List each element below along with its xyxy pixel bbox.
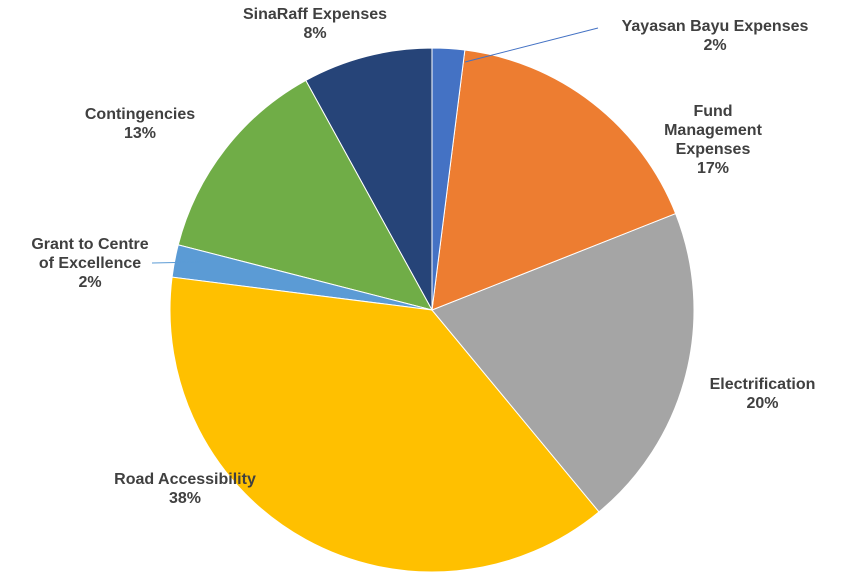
value-label: 38% bbox=[168, 490, 202, 507]
value-label: 20% bbox=[746, 395, 779, 412]
slice-label: Contingencies 13% bbox=[50, 105, 230, 143]
pie-slice bbox=[169, 276, 600, 573]
category-label: Electrification bbox=[709, 376, 816, 393]
leader-line bbox=[464, 27, 599, 63]
slice-label: Fund Management Expenses 17% bbox=[648, 102, 778, 178]
category-label: Fund Management Expenses bbox=[664, 103, 762, 158]
slice-label: Grant to Centre of Excellence 2% bbox=[30, 235, 150, 292]
pie-slice bbox=[177, 79, 433, 311]
category-label: Grant to Centre of Excellence bbox=[31, 236, 149, 272]
value-label: 13% bbox=[123, 125, 157, 142]
category-label: Contingencies bbox=[84, 106, 196, 123]
value-label: 17% bbox=[696, 160, 730, 177]
leader-line bbox=[151, 261, 201, 264]
pie-slice bbox=[305, 47, 433, 311]
category-label: SinaRaff Expenses bbox=[242, 6, 388, 23]
slice-label: Road Accessibility 38% bbox=[110, 470, 260, 508]
value-label: 2% bbox=[78, 274, 102, 291]
slice-label: Yayasan Bayu Expenses 2% bbox=[600, 17, 830, 55]
slice-label: Electrification 20% bbox=[680, 375, 845, 413]
value-label: 8% bbox=[303, 25, 327, 42]
value-label: 2% bbox=[703, 37, 727, 54]
pie-slice bbox=[431, 47, 466, 311]
slice-label: SinaRaff Expenses 8% bbox=[215, 5, 415, 43]
category-label: Road Accessibility bbox=[114, 471, 256, 488]
category-label: Yayasan Bayu Expenses bbox=[621, 18, 809, 35]
pie-slice bbox=[431, 212, 695, 513]
